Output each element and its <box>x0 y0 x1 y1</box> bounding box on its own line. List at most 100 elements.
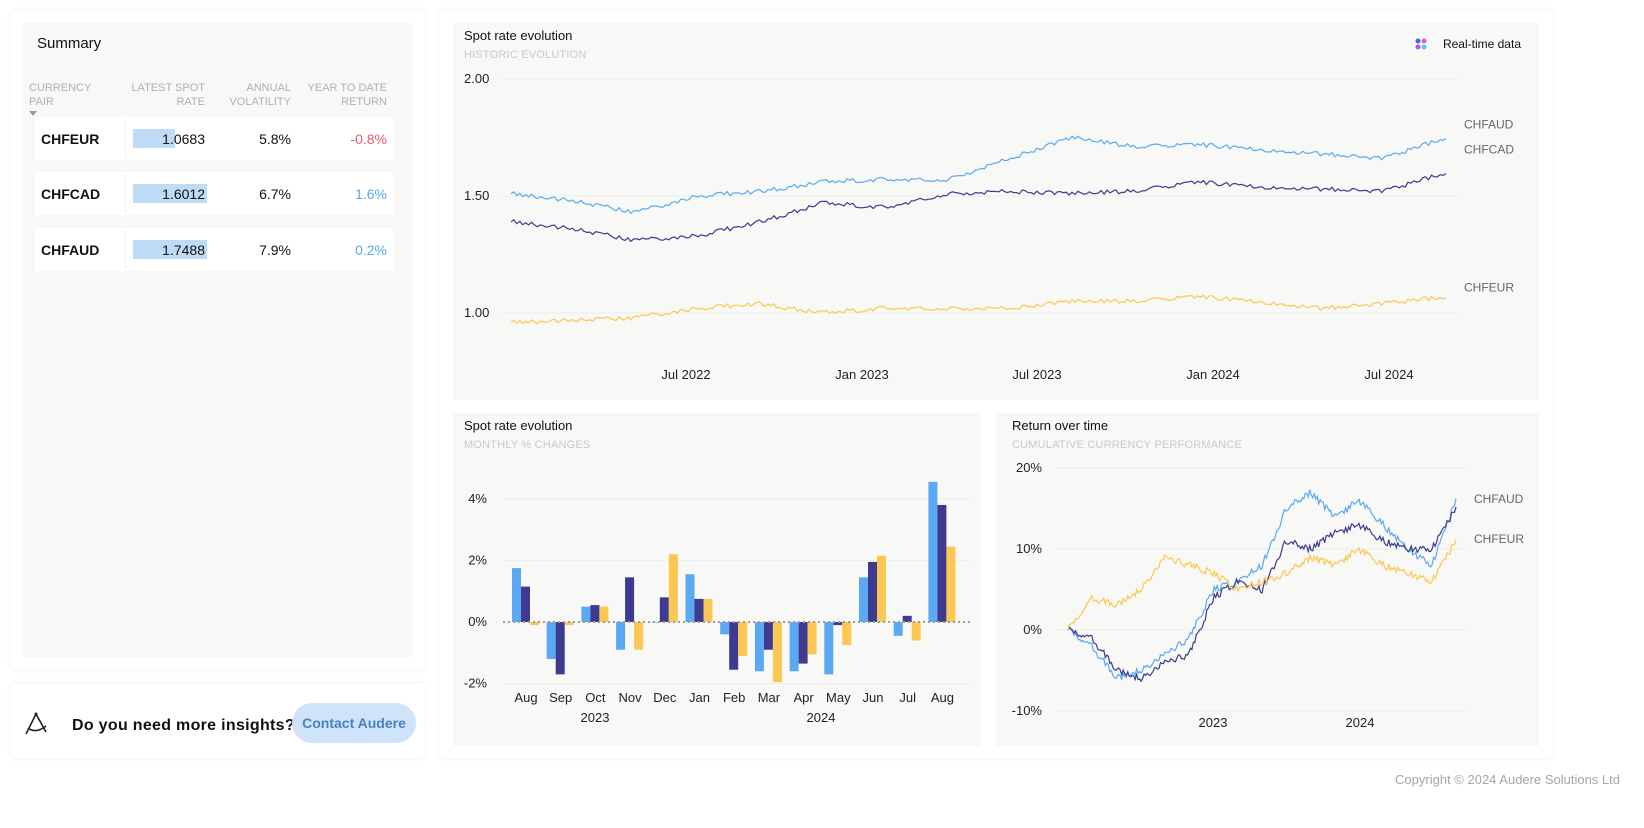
summary-panel: Summary CURRENCY PAIR LATEST SPOT RATE A… <box>23 23 413 657</box>
return-line-chart: 20% 10% 0% -10% 2023 2024 CHFAUD CHFEUR <box>1012 460 1525 730</box>
rate-bar <box>133 240 207 259</box>
x-tick-label: Jul 2022 <box>661 367 710 382</box>
pair-label: CHFEUR <box>41 131 100 147</box>
x-tick-label: Jun <box>863 690 884 705</box>
bar <box>581 606 591 622</box>
bar <box>720 622 730 635</box>
series-label: CHFEUR <box>1464 281 1514 295</box>
x-tick-label: Feb <box>723 690 745 705</box>
pair-label: CHFCAD <box>41 186 101 202</box>
bar <box>521 586 530 622</box>
series-line-chfeur <box>510 294 1447 325</box>
y-tick-label: 1.50 <box>464 188 489 203</box>
col-header-currency-pair[interactable]: CURRENCY PAIR <box>29 81 99 116</box>
chart-subtitle: CUMULATIVE CURRENCY PERFORMANCE <box>1012 439 1243 451</box>
x-tick-label: Nov <box>619 690 643 705</box>
pair-label: CHFAUD <box>41 242 100 258</box>
y-tick-label: -2% <box>464 676 488 691</box>
bar <box>902 615 912 622</box>
bar <box>868 561 877 622</box>
bar <box>754 622 764 672</box>
series-line-chfaud <box>1067 489 1457 682</box>
bar <box>859 577 868 622</box>
bar <box>546 622 556 659</box>
bar <box>729 622 739 670</box>
volatility: 7.9% <box>259 242 291 258</box>
bar <box>650 622 660 623</box>
rate-bar <box>133 184 207 203</box>
table-row[interactable]: CHFCAD 1.6012 6.7% 1.6% <box>35 172 393 215</box>
x-tick-label: Sep <box>549 690 572 705</box>
x-tick-label: Oct <box>585 690 606 705</box>
bar <box>789 622 799 672</box>
series-line-chfaud <box>510 135 1447 215</box>
monthly-chart-panel: Spot rate evolution MONTHLY % CHANGES 4%… <box>453 413 981 746</box>
series-label: CHFEUR <box>1474 532 1524 546</box>
x-tick-label: 2024 <box>1346 715 1375 730</box>
table-row[interactable]: CHFAUD 1.7488 7.9% 0.2% <box>35 228 393 271</box>
insights-prompt: Do you need more insights? <box>72 717 295 734</box>
col-header-volatility[interactable]: ANNUAL VOLATILITY <box>229 82 291 108</box>
bar <box>842 622 852 646</box>
col-header-ytd-return[interactable]: YEAR TO DATE RETURN <box>307 82 387 108</box>
series-line-chfcad <box>1067 506 1457 683</box>
y-tick-label: 4% <box>468 491 487 506</box>
bar <box>685 574 695 622</box>
volatility: 5.8% <box>259 131 291 147</box>
grid-dots-icon <box>1415 38 1427 50</box>
bar <box>877 555 886 622</box>
year-label: 2023 <box>581 710 610 725</box>
bar <box>590 605 600 622</box>
col-header-spot-rate[interactable]: LATEST SPOT RATE <box>131 82 205 108</box>
historic-line-chart: 1.00 1.50 2.00 Jul 2022 Jan 2023 Jul 2023 Jan … <box>464 71 1514 382</box>
x-tick-label: Jul 2023 <box>1012 367 1061 382</box>
sort-down-icon[interactable] <box>29 111 37 116</box>
x-tick-label: Dec <box>653 690 677 705</box>
y-tick-label: 10% <box>1016 541 1042 556</box>
x-tick-label: Jan 2023 <box>835 367 889 382</box>
bar <box>946 546 956 622</box>
contact-audere-button[interactable]: Contact Audere <box>292 703 416 743</box>
x-tick-label: Aug <box>514 690 537 705</box>
bar <box>738 622 748 656</box>
bar <box>824 622 834 675</box>
divider <box>125 174 126 213</box>
ytd-return: 0.2% <box>355 242 387 258</box>
bar <box>668 554 678 622</box>
ytd-return: 1.6% <box>355 186 387 202</box>
historic-chart-panel: Spot rate evolution HISTORIC EVOLUTION R… <box>453 23 1539 400</box>
chart-title: Spot rate evolution <box>464 418 573 433</box>
return-chart-panel: Return over time CUMULATIVE CURRENCY PER… <box>996 413 1539 746</box>
x-tick-label: Jul <box>899 690 916 705</box>
bar <box>937 504 947 622</box>
bar <box>694 598 704 622</box>
copyright-text: Copyright © 2024 Audere Solutions Ltd <box>1395 772 1620 787</box>
volatility: 6.7% <box>259 186 291 202</box>
bar <box>798 622 808 664</box>
rate-bar <box>133 129 175 148</box>
bar <box>772 622 782 683</box>
badge-label: Real-time data <box>1442 37 1521 51</box>
summary-card: Summary CURRENCY PAIR LATEST SPOT RATE A… <box>11 11 425 669</box>
monthly-bar-chart: 4% 2% 0% -2% Aug Sep Oct Nov Dec Jan Feb Mar Apr May J… <box>464 481 971 725</box>
table-row[interactable]: CHFEUR 1.0683 5.8% -0.8% <box>35 117 393 160</box>
bar <box>530 622 539 626</box>
series-line-chfeur <box>1067 539 1457 631</box>
spot-rate: 1.7488 <box>162 242 205 258</box>
x-tick-label: Jul 2024 <box>1364 367 1413 382</box>
chart-title: Return over time <box>1012 418 1109 433</box>
y-tick-label: 0% <box>468 614 487 629</box>
real-time-data-badge[interactable]: Real-time data <box>1415 37 1521 51</box>
chart-subtitle: HISTORIC EVOLUTION <box>464 49 587 61</box>
x-tick-label: Aug <box>931 690 954 705</box>
x-tick-label: May <box>826 690 851 705</box>
y-tick-label: 2% <box>468 552 487 567</box>
bar <box>833 622 843 626</box>
chart-subtitle: MONTHLY % CHANGES <box>464 439 591 451</box>
bar <box>928 481 938 622</box>
y-tick-label: 20% <box>1016 460 1042 475</box>
x-tick-label: Apr <box>793 690 814 705</box>
series-line-chfcad <box>510 173 1447 243</box>
y-tick-label: 0% <box>1023 622 1042 637</box>
x-tick-label: Mar <box>758 690 781 705</box>
